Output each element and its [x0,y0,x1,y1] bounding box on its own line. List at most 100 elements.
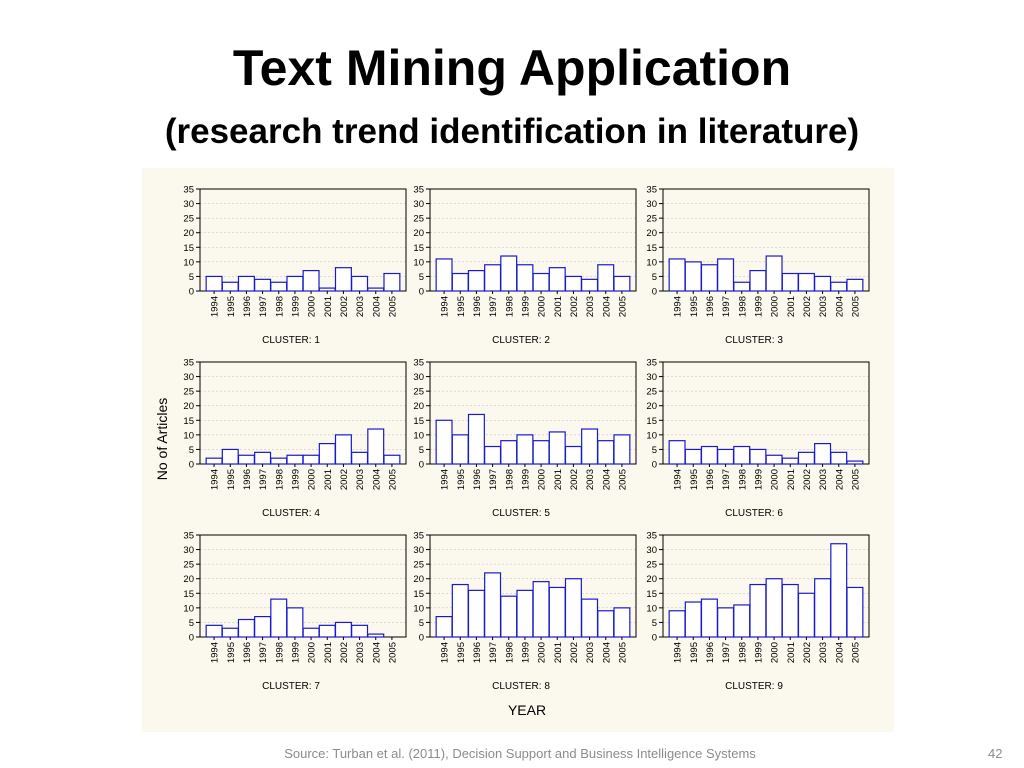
y-tick-label: 20 [183,574,194,585]
bar [613,607,631,638]
bar [597,440,615,465]
x-tick-label: 1996 [242,296,253,317]
x-tick-label: 2002 [569,469,580,490]
bar [500,595,518,638]
y-tick-label: 5 [652,272,657,283]
y-tick-label: 10 [646,430,657,441]
x-tick-label: 1996 [472,469,483,490]
y-tick-label: 30 [413,372,424,383]
y-tick-label: 20 [646,228,657,239]
x-tick-label: 2004 [601,469,612,490]
bar [467,589,485,638]
x-tick-label: 2004 [601,642,612,663]
bar [286,454,304,465]
y-tick-label: 35 [413,531,424,542]
bar [334,434,352,465]
bar [270,598,288,638]
x-tick-label: 1998 [737,296,748,317]
bar [351,624,369,638]
x-tick-label: 1994 [673,642,684,663]
x-tick-label: 1997 [488,469,499,490]
x-tick-label: 2003 [818,642,829,663]
chart-panels: 0 5 10 15 20 25 30 35 1994 1995 1996 1997 1998 1999 20… [183,185,870,692]
bar [717,607,735,638]
y-tick-label: 25 [183,387,194,398]
panel-title: CLUSTER: 6 [725,508,783,519]
bar [613,275,631,292]
y-tick-label: 15 [183,243,194,254]
bar [597,264,615,292]
y-tick-label: 15 [646,589,657,600]
x-tick-label: 1997 [488,296,499,317]
bar [797,272,815,292]
bar [765,454,783,465]
y-tick-label: 35 [646,358,657,369]
bar [205,275,223,292]
bar [302,454,320,465]
y-tick-label: 25 [183,214,194,225]
bar [383,272,401,292]
panel-cluster-2: 0 5 10 15 20 25 30 35 1994 1995 1996 1997 1998 1999 20… [413,185,637,346]
panel-cluster-9: 0 5 10 15 20 25 30 35 1994 1995 1996 1997 1998 1999 20… [646,531,870,692]
x-tick-label: 2002 [569,642,580,663]
bar [613,434,631,465]
panel-cluster-7: 0 5 10 15 20 25 30 35 1994 1995 1996 1997 1998 1999 20… [183,531,407,692]
bar [564,275,582,292]
y-tick-label: 5 [419,445,424,456]
slide-title: Text Mining Application [232,40,792,96]
y-tick-label: 0 [189,287,194,298]
y-tick-label: 0 [652,633,657,644]
bar [581,278,599,292]
bar [548,586,566,638]
bar [270,457,288,465]
y-tick-label: 30 [183,372,194,383]
y-tick-label: 20 [646,574,657,585]
y-tick-label: 0 [419,633,424,644]
x-tick-label: 2005 [617,469,628,490]
bar [318,624,336,638]
x-tick-label: 2005 [387,642,398,663]
y-tick-label: 5 [189,445,194,456]
y-tick-label: 10 [646,257,657,268]
y-tick-label: 25 [183,560,194,571]
x-tick-label: 2001 [323,469,334,490]
x-tick-label: 2002 [339,642,350,663]
x-tick-label: 1999 [290,469,301,490]
y-tick-label: 15 [183,416,194,427]
x-tick-label: 1994 [673,296,684,317]
panel-title: CLUSTER: 8 [492,681,550,692]
x-tick-label: 1998 [504,642,515,663]
x-tick-label: 1994 [673,469,684,490]
y-tick-label: 35 [646,185,657,196]
panel-cluster-6: 0 5 10 15 20 25 30 35 1994 1995 1996 1997 1998 1999 20… [646,358,870,519]
y-tick-label: 35 [413,358,424,369]
bar [334,267,352,292]
y-tick-label: 5 [419,272,424,283]
y-tick-label: 25 [413,560,424,571]
x-tick-label: 2004 [834,642,845,663]
source-citation: Source: Turban et al. (2011), Decision S… [284,746,756,761]
bar [717,448,735,465]
x-tick-label: 2000 [307,642,318,663]
bar [765,578,783,638]
bar [700,445,718,465]
y-tick-label: 20 [413,401,424,412]
x-tick-label: 1995 [456,296,467,317]
x-tick-label: 2001 [786,642,797,663]
y-tick-label: 35 [646,531,657,542]
y-tick-label: 35 [183,531,194,542]
x-tick-label: 2000 [537,469,548,490]
x-tick-label: 2002 [802,469,813,490]
x-tick-label: 1995 [689,296,700,317]
x-tick-label: 2005 [850,296,861,317]
bar [451,583,469,638]
bar [467,269,485,292]
bar [846,586,864,638]
y-tick-label: 35 [183,358,194,369]
y-tick-label: 30 [646,372,657,383]
y-tick-label: 15 [646,416,657,427]
x-tick-label: 1998 [274,296,285,317]
panel-title: CLUSTER: 4 [262,508,320,519]
bar [749,448,767,465]
bar [700,264,718,292]
